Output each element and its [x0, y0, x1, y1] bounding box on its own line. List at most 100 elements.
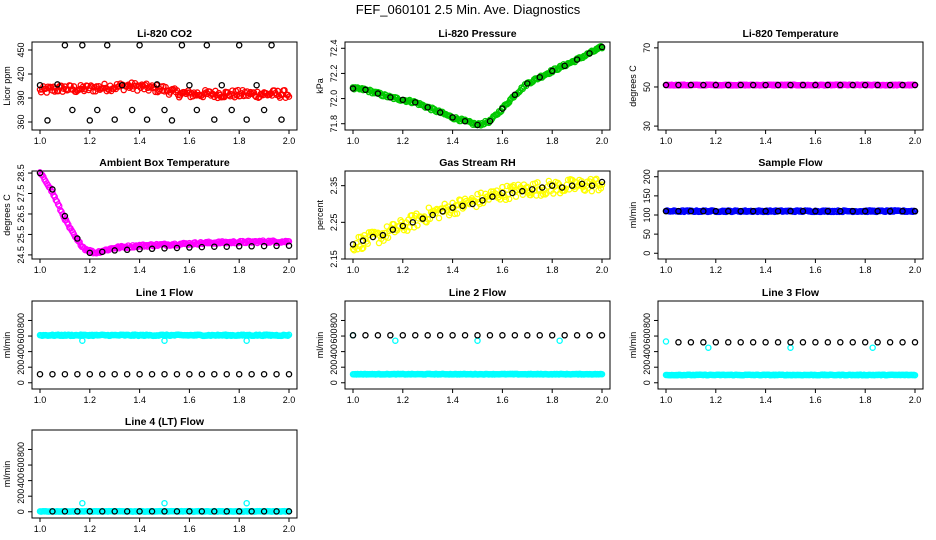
x-tick-label: 1.0 — [347, 136, 360, 146]
plot-frame — [657, 170, 924, 260]
data-point — [598, 178, 606, 186]
data-point — [874, 81, 881, 89]
data-point — [436, 109, 444, 116]
data-point — [186, 81, 193, 89]
data-point — [86, 249, 94, 257]
data-point — [152, 88, 159, 96]
data-point — [519, 187, 526, 195]
series-1 — [79, 337, 250, 344]
data-point — [561, 62, 568, 70]
data-point — [548, 182, 556, 189]
data-point — [700, 339, 707, 346]
data-point — [762, 81, 769, 89]
data-point — [507, 183, 514, 190]
plot-frame — [657, 41, 924, 131]
x-tick-label: 1.0 — [34, 265, 47, 275]
data-point — [886, 339, 894, 346]
series-0 — [662, 371, 919, 379]
data-point — [424, 104, 431, 111]
data-point — [749, 339, 757, 346]
x-tick-label: 1.0 — [660, 136, 673, 146]
data-point — [725, 81, 732, 89]
data-point — [273, 370, 280, 378]
x-tick-label: 1.0 — [34, 395, 47, 405]
data-point — [235, 243, 243, 250]
data-point — [99, 508, 106, 515]
data-point — [349, 85, 357, 92]
data-point — [911, 339, 919, 346]
data-point — [499, 332, 506, 339]
y-axis-label: percent — [315, 199, 325, 230]
data-point — [123, 370, 131, 378]
data-point — [186, 370, 193, 378]
data-point — [542, 191, 549, 198]
data-point — [243, 499, 250, 507]
data-point — [54, 81, 61, 88]
data-point — [99, 248, 106, 256]
data-point — [400, 226, 408, 234]
data-point — [260, 370, 268, 378]
data-point — [687, 339, 695, 346]
data-point — [282, 237, 289, 245]
data-point — [466, 200, 473, 208]
data-point — [687, 207, 695, 215]
data-point — [36, 370, 44, 378]
data-point — [449, 114, 456, 121]
y-tick-label: 400 — [329, 344, 339, 359]
data-point — [474, 332, 481, 339]
data-point — [242, 92, 250, 99]
data-point — [379, 231, 387, 239]
data-point — [161, 370, 168, 378]
y-axis-label: degrees C — [2, 194, 12, 236]
panel-line3: Line 3 Flow ml/min 1.0 1.2 1.4 1.6 1.8 2.0 0 2004… — [628, 287, 924, 405]
y-tick-label: 800 — [16, 313, 26, 328]
y-tick-label: 50 — [642, 229, 652, 239]
data-point — [762, 207, 769, 215]
data-point — [774, 207, 782, 215]
data-point — [355, 233, 362, 241]
data-point — [86, 508, 94, 515]
data-point — [737, 81, 744, 89]
data-point — [173, 244, 181, 252]
x-tick-label: 1.6 — [496, 136, 509, 146]
series-1 — [79, 499, 250, 507]
data-point — [869, 344, 876, 351]
data-point — [505, 195, 513, 203]
x-tick-label: 1.6 — [809, 265, 822, 275]
x-tick-label: 2.0 — [596, 136, 609, 146]
data-point — [597, 185, 605, 192]
data-point — [474, 337, 481, 344]
x-tick-label: 2.0 — [909, 395, 922, 405]
data-point — [369, 233, 377, 241]
data-point — [349, 332, 357, 339]
data-point — [387, 94, 394, 101]
series-0 — [349, 42, 606, 129]
page-title: FEF_060101 2.5 Min. Ave. Diagnostics — [355, 2, 581, 17]
y-tick-label: 200 — [329, 360, 339, 375]
y-tick-label: 100 — [642, 207, 652, 222]
data-point — [824, 339, 832, 346]
data-point — [459, 202, 466, 210]
x-tick-label: 2.0 — [283, 265, 296, 275]
data-point — [556, 337, 563, 344]
data-point — [499, 105, 506, 112]
y-tick-label: 400 — [16, 344, 26, 359]
x-tick-label: 1.8 — [233, 395, 246, 405]
data-point — [705, 344, 712, 351]
y-tick-label: 400 — [16, 473, 26, 488]
x-tick-label: 1.2 — [84, 395, 97, 405]
y-tick-label: 0 — [642, 380, 652, 385]
data-point — [529, 186, 536, 193]
data-point — [524, 80, 531, 87]
data-point — [248, 370, 255, 378]
panel-title: Line 1 Flow — [136, 287, 194, 299]
y-tick-label: 25.5 — [16, 226, 26, 244]
y-tick-label: 2.25 — [329, 214, 339, 232]
data-point — [161, 499, 168, 507]
y-tick-label: 50 — [642, 82, 652, 92]
x-tick-label: 1.4 — [133, 136, 146, 146]
data-point — [712, 81, 720, 89]
data-point — [548, 67, 556, 75]
data-point — [598, 43, 606, 51]
data-point — [235, 370, 243, 378]
